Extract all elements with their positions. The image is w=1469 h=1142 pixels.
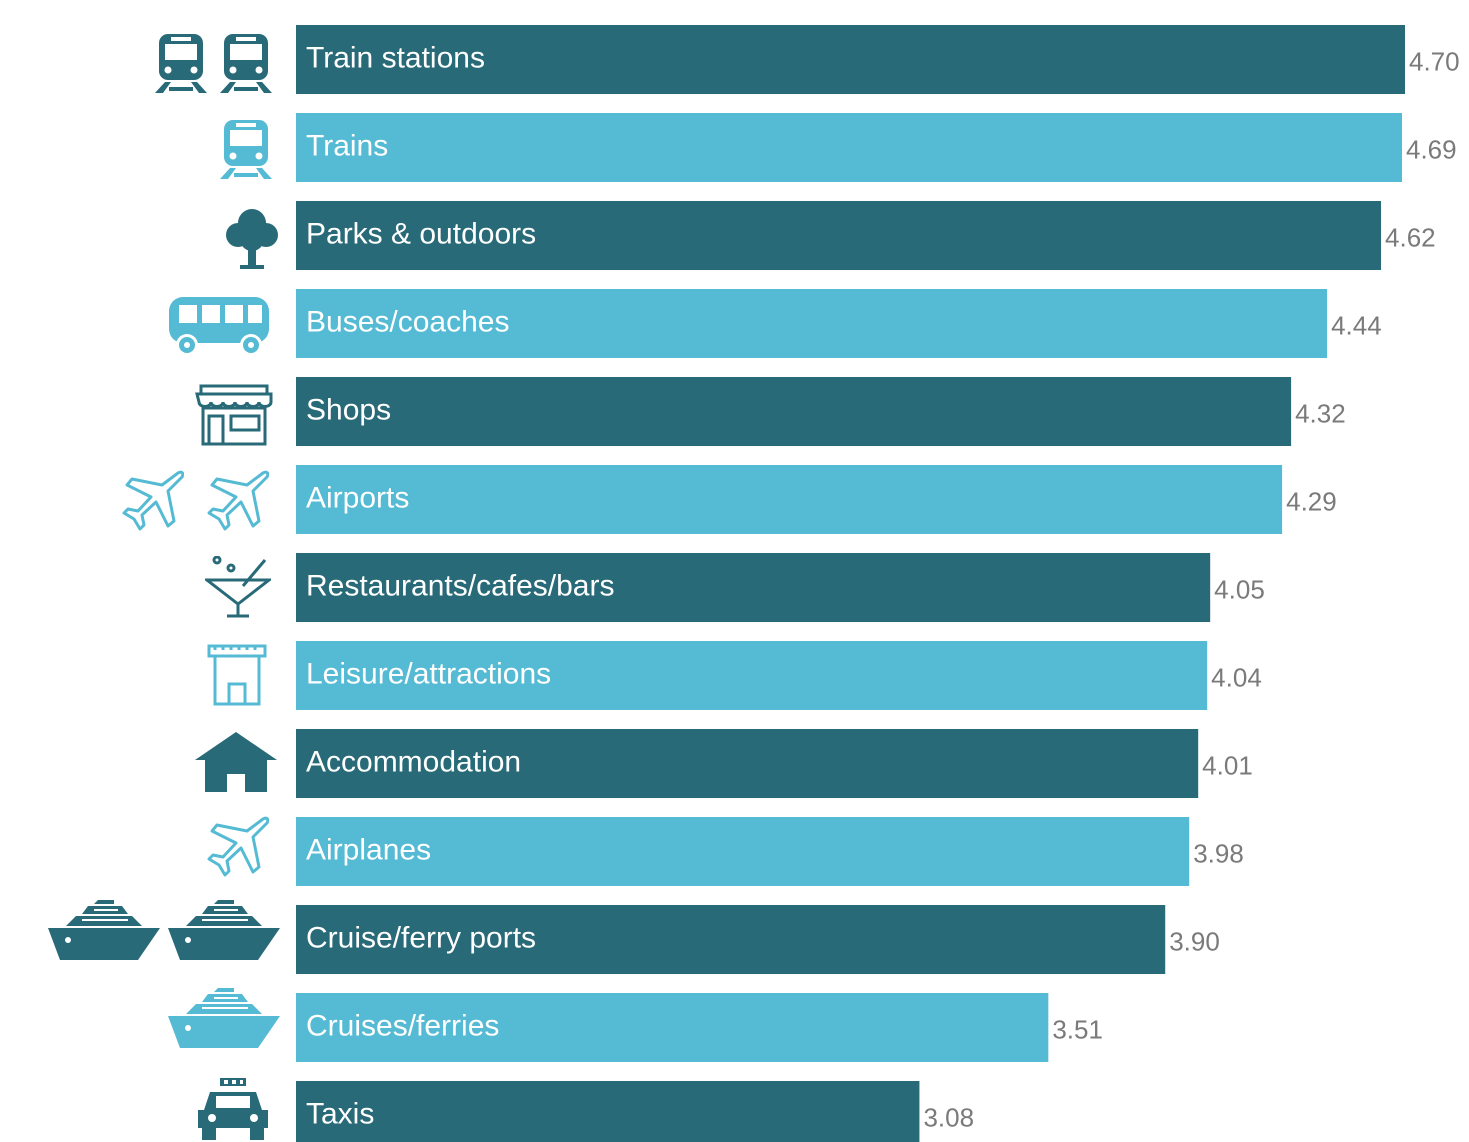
value-label: 4.04 [1211,662,1262,692]
category-label: Train stations [306,41,485,74]
value-label: 4.29 [1286,486,1337,516]
icon [155,34,207,93]
value-label: 4.32 [1295,398,1346,428]
bar [296,289,1328,358]
bar [296,729,1199,798]
bar [296,465,1283,534]
icon [220,120,272,179]
icon [198,1078,268,1140]
category-label: Shops [306,393,391,426]
bar [296,201,1382,270]
icon [226,209,278,269]
value-label: 4.62 [1385,222,1436,252]
icon [195,732,277,792]
bar [296,1081,920,1142]
category-label: Cruise/ferry ports [306,921,536,954]
category-label: Parks & outdoors [306,217,536,250]
bar [296,553,1211,622]
category-label: Leisure/attractions [306,657,551,690]
value-label: 3.08 [923,1102,974,1132]
bar [296,377,1292,446]
value-label: 4.01 [1202,750,1253,780]
icon [168,988,280,1049]
category-label: Buses/coaches [306,305,509,338]
bar [296,25,1405,94]
icon [220,34,272,93]
category-label: Trains [306,129,388,162]
icon [207,470,269,531]
value-label: 4.70 [1409,46,1460,76]
icon [207,644,267,706]
category-label: Taxis [306,1097,374,1130]
bar [296,993,1049,1062]
category-label: Restaurants/cafes/bars [306,569,614,602]
value-label: 3.98 [1193,838,1244,868]
category-label: Cruises/ferries [306,1009,499,1042]
value-label: 4.05 [1214,574,1265,604]
bar [296,113,1403,182]
value-label: 4.69 [1406,134,1457,164]
category-label: Airports [306,481,409,514]
category-label: Airplanes [306,833,431,866]
bar [296,817,1190,886]
icon [168,900,280,961]
bar [296,905,1166,974]
bar [296,641,1208,710]
value-label: 4.44 [1331,310,1382,340]
icon [205,556,271,618]
value-label: 3.51 [1052,1014,1103,1044]
icon [207,816,269,877]
icon [122,470,184,531]
category-label: Accommodation [306,745,521,778]
icon [169,297,269,356]
icons [48,34,280,1140]
icon [195,384,273,446]
icon [48,900,160,961]
value-label: 3.90 [1169,926,1220,956]
